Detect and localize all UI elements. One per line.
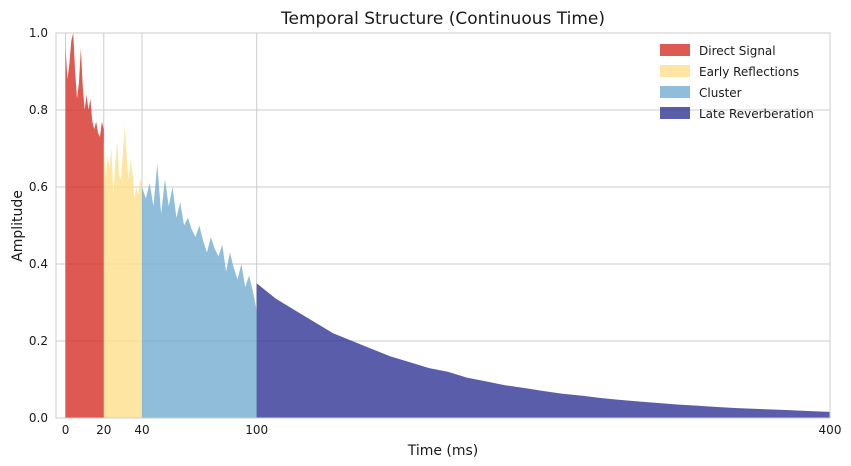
x-tick-label: 0 <box>62 423 70 437</box>
legend-swatch-cluster <box>660 86 690 98</box>
y-tick-label: 0.0 <box>29 411 48 425</box>
y-tick-label: 0.8 <box>29 103 48 117</box>
legend-swatch-early-reflections <box>660 65 690 77</box>
legend: Direct Signal Early Reflections Cluster Lat… <box>660 44 814 121</box>
area-direct-signal <box>65 33 104 418</box>
x-tick-label: 400 <box>819 423 842 437</box>
y-tick-label: 0.4 <box>29 257 48 271</box>
chart-title: Temporal Structure (Continuous Time) <box>280 9 605 29</box>
y-tick-label: 0.6 <box>29 180 48 194</box>
y-axis-label: Amplitude <box>10 190 26 262</box>
legend-label-direct-signal: Direct Signal <box>699 44 776 58</box>
x-tick-label: 100 <box>245 423 268 437</box>
legend-swatch-late-reverberation <box>660 107 690 119</box>
y-tick-label: 0.2 <box>29 334 48 348</box>
x-axis-label: Time (ms) <box>407 443 479 459</box>
legend-label-late-reverberation: Late Reverberation <box>699 107 814 121</box>
x-tick-label: 20 <box>96 423 111 437</box>
legend-label-early-reflections: Early Reflections <box>699 65 799 79</box>
plot-frame <box>55 32 831 419</box>
area-series <box>65 33 831 419</box>
x-tick-label: 40 <box>134 423 149 437</box>
y-tick-label: 1.0 <box>29 26 48 40</box>
legend-swatch-direct-signal <box>660 44 690 56</box>
legend-label-cluster: Cluster <box>699 86 742 100</box>
area-early-reflections <box>103 125 142 419</box>
area-late-reverberation <box>256 283 831 418</box>
area-cluster <box>142 163 257 418</box>
ticks: 0 20 40 100 400 0.0 0.2 0.4 0.6 0.8 1.0 <box>29 26 842 437</box>
